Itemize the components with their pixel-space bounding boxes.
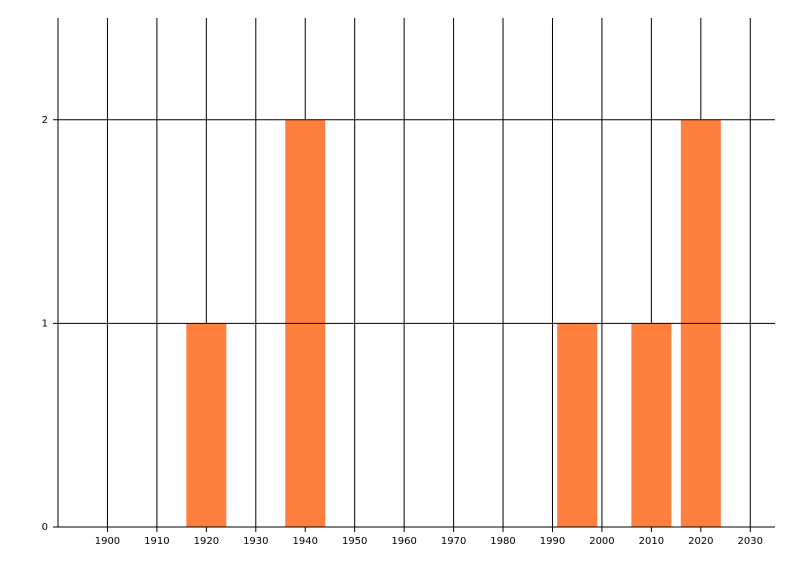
x-tick-label: 1900 [95, 536, 120, 547]
x-tick-label: 1970 [441, 536, 466, 547]
x-tick-label: 1910 [144, 536, 169, 547]
x-tick-label: 2010 [639, 536, 664, 547]
x-tick-label: 1960 [391, 536, 416, 547]
x-tick-label: 1920 [194, 536, 219, 547]
x-tick-label: 2020 [688, 536, 713, 547]
bar [557, 323, 598, 527]
y-tick-label: 2 [42, 115, 48, 126]
x-tick-label: 2030 [738, 536, 763, 547]
x-tick-label: 1980 [490, 536, 515, 547]
bar [631, 323, 672, 527]
x-tick-label: 1930 [243, 536, 268, 547]
x-tick-label: 2000 [589, 536, 614, 547]
x-tick-label: 1950 [342, 536, 367, 547]
x-tick-label: 1990 [540, 536, 565, 547]
bar [186, 323, 227, 527]
y-tick-label: 0 [42, 522, 48, 533]
y-tick-label: 1 [42, 318, 48, 329]
x-tick-label: 1940 [293, 536, 318, 547]
